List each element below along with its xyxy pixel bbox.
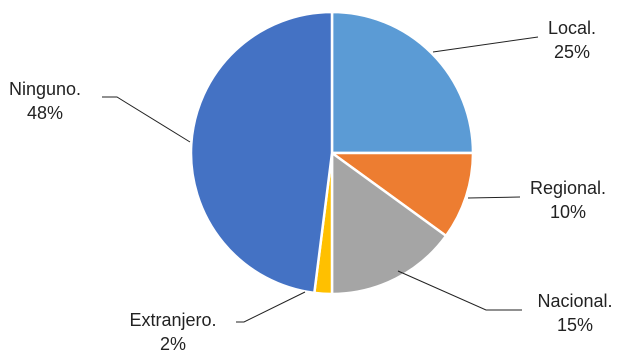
slice-label-extranjero: Extranjero. (129, 310, 216, 330)
leader-line-ninguno (102, 96, 191, 143)
slice-label-ninguno: Ninguno. (9, 79, 81, 99)
pie-slice-ninguno (189, 10, 334, 295)
leader-line-local (432, 36, 539, 53)
slice-label-regional: Regional. (530, 178, 606, 198)
slice-label-local: Local. (548, 18, 596, 38)
pie-slice-nacional (330, 151, 448, 296)
leader-line-extranjero (236, 291, 306, 323)
pie-slice-local (330, 10, 475, 155)
pie-slice-regional (330, 151, 475, 238)
slice-value-label-regional: 10% (550, 202, 586, 222)
pie-labels: Local. 25% Regional. 10% Nacional. 15% Extranj… (9, 18, 613, 354)
leader-line-nacional (397, 270, 522, 311)
slice-value-label-nacional: 15% (557, 315, 593, 335)
slice-value-label-ninguno: 48% (27, 103, 63, 123)
pie-slices (189, 10, 475, 296)
leader-line-regional (467, 196, 521, 199)
slice-value-label-local: 25% (554, 42, 590, 62)
slice-value-label-extranjero: 2% (160, 334, 186, 354)
slice-label-nacional: Nacional. (537, 291, 612, 311)
